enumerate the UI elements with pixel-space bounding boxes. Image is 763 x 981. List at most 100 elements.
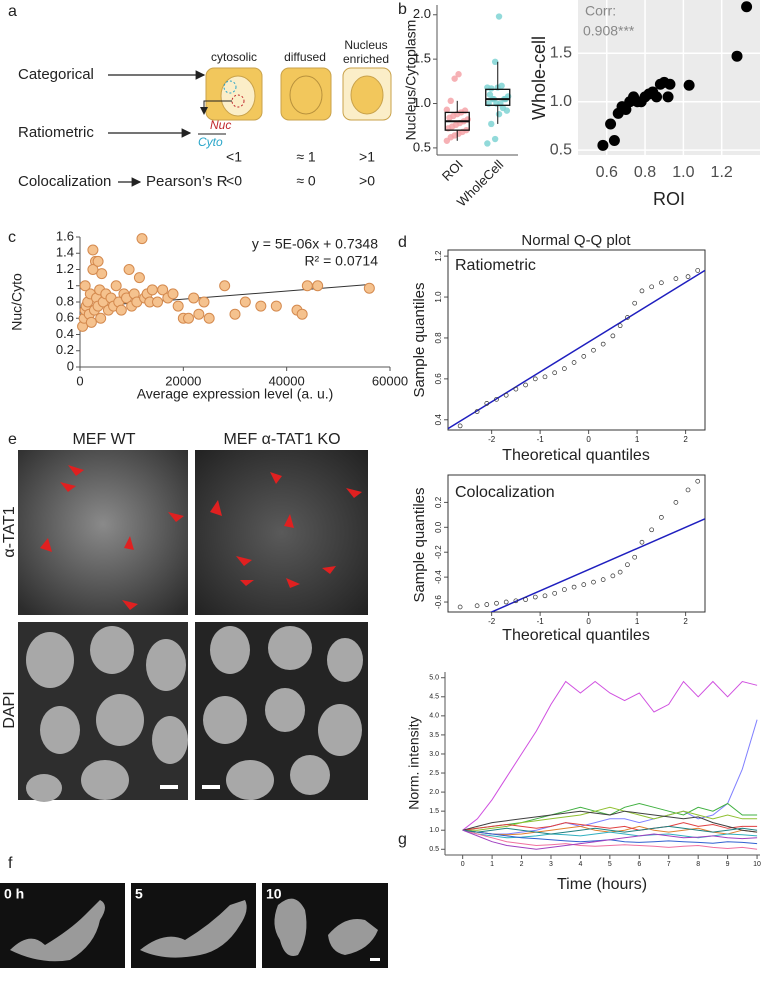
- data-point: [363, 282, 375, 294]
- y-tick-label: 1.0: [429, 827, 439, 834]
- y-tick-label: 0.5: [550, 141, 572, 158]
- data-point: [610, 573, 616, 579]
- x-tick-label: 0: [586, 435, 591, 444]
- micrograph: [195, 450, 368, 615]
- data-point: [673, 500, 679, 505]
- x-tick-label: 0: [76, 373, 83, 388]
- y-tick-label: 0: [67, 358, 74, 373]
- x-axis-label: Time (hours): [557, 876, 647, 893]
- data-point: [662, 91, 674, 103]
- y-tick-label: 1.0: [550, 93, 572, 110]
- scale-bar: [202, 785, 220, 789]
- data-point: [123, 264, 135, 275]
- x-axis-label: ROI: [653, 189, 685, 209]
- data-point: [617, 569, 623, 575]
- data-point: [731, 50, 743, 62]
- time-label: 0 h: [4, 886, 24, 902]
- data-point: [136, 233, 148, 245]
- scale-bar: [370, 958, 380, 961]
- cyto-label: Cyto: [198, 135, 223, 149]
- x-tick-label: -2: [488, 435, 496, 444]
- data-point: [301, 280, 313, 292]
- roi-cyto: [223, 80, 237, 94]
- state-label: cytosolic: [211, 50, 257, 64]
- y-axis-label: Nuc/Cyto: [9, 273, 25, 331]
- data-point: [741, 1, 753, 13]
- y-tick-label: -0.2: [434, 545, 443, 559]
- data-point: [597, 139, 609, 151]
- y-tick-label: 0.5: [413, 139, 431, 154]
- y-tick-label: 0.8: [434, 332, 443, 344]
- data-point: [659, 280, 664, 286]
- data-point: [172, 300, 184, 312]
- y-tick-label: 1.5: [429, 808, 439, 815]
- y-tick-label: 1.2: [56, 261, 74, 276]
- data-point: [229, 308, 241, 320]
- ratio-value: ≈ 1: [296, 149, 316, 165]
- x-tick-label: 2: [520, 861, 524, 868]
- data-point: [198, 296, 210, 308]
- series-line: [462, 719, 758, 835]
- y-tick-label: -0.6: [434, 595, 443, 609]
- series-line: [462, 829, 758, 850]
- panel-a: Categorical Ratiometric Colocalization P…: [18, 38, 392, 190]
- arrowheads: [40, 465, 362, 610]
- y-axis-label: Sample quantiles: [411, 487, 428, 602]
- y-tick-label: 1.5: [413, 51, 431, 66]
- data-point: [498, 82, 505, 89]
- nuclei: [26, 626, 363, 802]
- x-tick-label: 3: [549, 861, 553, 868]
- x-tick-label: 2: [683, 617, 688, 626]
- y-tick-label: -0.4: [434, 570, 443, 584]
- panel-label: g: [398, 831, 407, 848]
- data-point: [503, 599, 509, 605]
- column-label: MEF α-TAT1 KO: [223, 431, 340, 448]
- data-point: [600, 341, 606, 347]
- series-line: [462, 825, 758, 835]
- box: [485, 88, 511, 106]
- data-point: [495, 110, 503, 118]
- data-point: [542, 593, 548, 599]
- data-point: [513, 386, 519, 392]
- x-tick-label: 9: [726, 861, 730, 868]
- y-tick-label: 0.6: [434, 373, 443, 385]
- panel-label: f: [8, 855, 13, 872]
- panel-label: a: [8, 3, 17, 20]
- x-tick-label: -1: [537, 435, 545, 444]
- data-point: [571, 584, 577, 590]
- data-point: [632, 300, 638, 306]
- y-tick-label: 1.0: [413, 95, 431, 110]
- annotation: 0.908***: [583, 23, 635, 39]
- data-point: [649, 527, 655, 533]
- row-label: α-TAT1: [1, 506, 18, 557]
- x-tick-label: 7: [667, 861, 671, 868]
- state-label: Nucleus: [344, 38, 387, 52]
- qq-line: [448, 269, 705, 430]
- time-label: 10: [266, 886, 282, 902]
- x-tick-label: 1.0: [672, 164, 694, 181]
- data-point: [532, 594, 538, 600]
- y-tick-label: 0.4: [56, 326, 74, 341]
- row-label: DAPI: [1, 691, 18, 728]
- data-point: [203, 312, 215, 324]
- x-tick-label: 5: [608, 861, 612, 868]
- connector: [200, 100, 232, 115]
- y-tick-label: 1.5: [550, 45, 572, 62]
- y-tick-label: 1.0: [434, 291, 443, 303]
- data-point: [79, 280, 91, 292]
- data-point: [617, 323, 623, 329]
- data-point: [695, 268, 701, 273]
- data-point: [183, 312, 194, 324]
- y-tick-label: 0.5: [429, 846, 439, 853]
- data-point: [488, 85, 495, 92]
- data-point: [312, 280, 324, 292]
- y-tick-label: 2.0: [413, 6, 431, 21]
- data-point: [571, 360, 577, 365]
- y-tick-label: 0.6: [56, 310, 74, 325]
- y-tick-label: 1: [67, 277, 74, 292]
- pearson-value: ≈ 0: [296, 173, 316, 189]
- x-tick-label: 20000: [165, 373, 201, 388]
- data-point: [503, 392, 509, 398]
- cells: [10, 898, 378, 962]
- data-point: [491, 58, 499, 66]
